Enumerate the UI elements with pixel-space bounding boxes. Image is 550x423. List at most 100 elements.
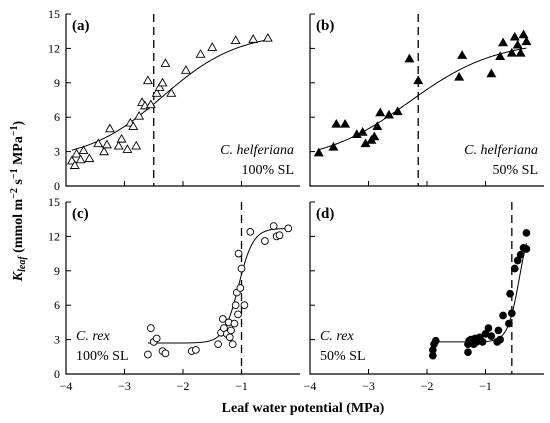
species-label: C. rex — [76, 329, 110, 344]
y-axis-label: Kleaf (mmol m−2 s−1 MPa−1) — [9, 120, 28, 282]
data-point — [261, 237, 269, 245]
data-point — [104, 123, 115, 133]
data-point — [383, 109, 394, 119]
panel-label: (c) — [72, 206, 89, 222]
data-point — [75, 154, 86, 164]
fitted-curve — [318, 47, 527, 151]
data-point — [134, 110, 145, 120]
species-label: C. helferiana — [220, 143, 294, 158]
data-point — [499, 311, 507, 320]
panel-b: (b) C. helferiana 50% SL — [309, 13, 544, 187]
data-point — [331, 118, 342, 128]
data-point — [157, 77, 168, 87]
y-tick-label: 3 — [54, 145, 60, 159]
x-tick-label: −1 — [235, 379, 248, 393]
data-point — [101, 139, 112, 149]
data-point — [142, 75, 153, 85]
data-point — [248, 34, 259, 43]
y-label-sup3: −1 — [9, 125, 20, 136]
data-point — [152, 334, 161, 343]
y-label-k: K — [11, 270, 26, 282]
data-point — [357, 126, 368, 136]
data-point — [84, 153, 95, 163]
y-label-sup1: −2 — [9, 188, 20, 199]
data-point — [234, 249, 243, 258]
data-point — [116, 133, 127, 143]
data-point — [512, 39, 523, 49]
x-tick-label: −4 — [304, 379, 317, 393]
data-point — [506, 289, 514, 298]
data-point — [228, 340, 237, 349]
treatment-label: 100% SL — [242, 163, 295, 178]
panel-a: 0 3 6 9 12 15 (a) C. helferiana 100% SL — [48, 7, 300, 193]
data-point — [522, 229, 531, 237]
data-point — [146, 324, 155, 332]
fitted-curve — [71, 39, 268, 151]
data-point — [369, 131, 380, 141]
data-point — [225, 333, 234, 342]
treatment-label: 50% SL — [320, 349, 366, 364]
x-tick-label: −2 — [177, 379, 190, 393]
panel-d: −4 −3 −2 −1 (d) C. rex 50% SL — [304, 201, 544, 393]
y-tick-label: 12 — [48, 229, 60, 243]
y-tick-label: 9 — [54, 76, 60, 90]
data-point — [227, 326, 235, 335]
data-point — [160, 58, 171, 67]
data-point — [231, 301, 240, 310]
data-point — [93, 138, 104, 148]
data-point — [509, 31, 520, 41]
fitted-curve — [147, 228, 289, 344]
data-point — [510, 264, 519, 273]
data-point — [313, 147, 324, 157]
data-point — [237, 264, 246, 273]
data-point — [498, 37, 509, 47]
panels: 0 3 6 9 12 15 (a) C. helferiana 100% SL (b) C. hel… — [48, 7, 544, 393]
species-label: C. helferiana — [464, 143, 538, 158]
data-point — [478, 338, 487, 346]
data-point — [154, 82, 165, 91]
data-point — [166, 88, 177, 97]
y-tick-label: 15 — [48, 7, 60, 21]
y-label-end: ) — [11, 120, 26, 125]
x-tick-label: −4 — [60, 379, 73, 393]
data-point — [515, 47, 526, 57]
y-tick-label: 0 — [54, 179, 60, 193]
data-point — [195, 49, 206, 58]
x-tick-label: −3 — [118, 379, 131, 393]
data-point — [521, 36, 532, 46]
data-point — [113, 140, 124, 150]
x-tick-label: −1 — [479, 379, 492, 393]
data-point — [131, 140, 142, 150]
data-point — [71, 148, 82, 158]
data-point — [328, 141, 339, 151]
data-point — [151, 88, 162, 97]
y-tick-label: 6 — [54, 110, 60, 124]
y-tick-label: 6 — [54, 298, 60, 312]
x-tick-label: −2 — [421, 379, 434, 393]
data-point — [494, 326, 503, 335]
data-point — [218, 315, 227, 323]
data-point — [484, 324, 493, 332]
data-point — [192, 346, 200, 354]
data-point — [69, 160, 80, 169]
data-point — [413, 75, 424, 85]
data-point — [372, 121, 383, 130]
y-tick-label: 15 — [48, 195, 60, 209]
data-point — [236, 284, 245, 292]
y-tick-label: 0 — [54, 367, 60, 381]
x-axis-label: Leaf water potential (MPa) — [222, 401, 385, 416]
data-point — [487, 332, 496, 341]
data-point — [144, 350, 152, 359]
data-point — [234, 310, 242, 319]
data-point — [128, 121, 139, 130]
data-point — [180, 65, 191, 74]
data-point — [78, 145, 89, 155]
data-point — [230, 319, 239, 328]
data-point — [269, 222, 278, 230]
data-point — [99, 146, 110, 156]
panel-label: (d) — [316, 206, 334, 222]
data-point — [284, 224, 293, 233]
data-point — [122, 144, 133, 153]
treatment-label: 50% SL — [493, 163, 539, 178]
